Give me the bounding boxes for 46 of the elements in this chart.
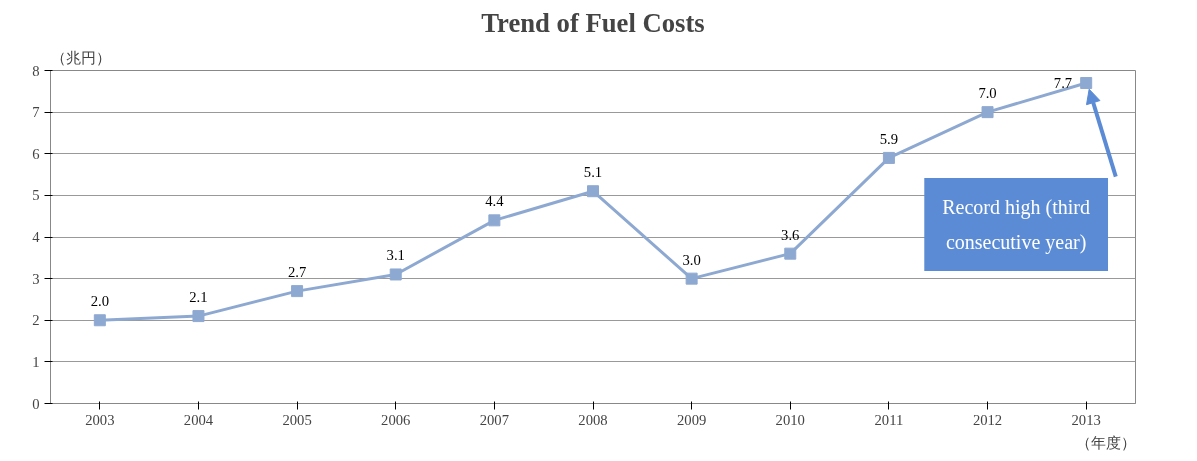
x-tick-label: 2004 xyxy=(183,411,214,428)
point xyxy=(981,106,994,119)
x-tick-label: 2011 xyxy=(874,411,904,428)
text: 2.7 xyxy=(287,264,307,281)
point xyxy=(1080,76,1093,89)
point xyxy=(784,247,797,260)
point xyxy=(192,310,205,323)
text: 3.6 xyxy=(781,226,800,243)
y-tick-label: 2 xyxy=(32,312,40,329)
text: 7.7 xyxy=(1053,74,1073,91)
y-tick-label: 3 xyxy=(32,270,40,287)
x-tick-label: 2007 xyxy=(479,411,510,428)
point xyxy=(93,314,106,327)
annotation: Record high (third consecutive year) xyxy=(942,195,1091,255)
text: 2.0 xyxy=(90,293,109,310)
x-tick-label: 2008 xyxy=(578,411,608,428)
point xyxy=(291,285,304,298)
x-tick-label: 2003 xyxy=(85,411,115,428)
y-tick-label: 5 xyxy=(32,187,40,204)
point xyxy=(587,185,599,198)
y-tick-label: 8 xyxy=(32,62,40,79)
point xyxy=(488,214,501,227)
x-tick-label: 2006 xyxy=(381,411,411,428)
y-tick-label: 1 xyxy=(32,353,40,370)
text: 3.0 xyxy=(682,251,701,268)
x-tick-label: 2009 xyxy=(676,411,707,428)
chart-title: Trend of Fuel Costs xyxy=(481,7,705,38)
text: 3.1 xyxy=(386,247,405,264)
x-axis-title: （年度） xyxy=(1075,434,1136,451)
text: 7.0 xyxy=(978,85,997,102)
text: 5.9 xyxy=(879,130,899,147)
text: 2.1 xyxy=(189,289,208,306)
point xyxy=(389,268,402,281)
x-tick-label: 2012 xyxy=(972,411,1003,428)
point xyxy=(882,151,895,164)
text: 4.4 xyxy=(485,193,504,210)
y-axis-title: （兆円） xyxy=(50,49,111,66)
x-tick-label: 2010 xyxy=(775,411,805,428)
point xyxy=(685,272,698,285)
y-tick-label: 6 xyxy=(32,145,40,162)
text: 5.1 xyxy=(583,164,603,181)
y-tick-label: 7 xyxy=(32,104,40,121)
y-tick-label: 4 xyxy=(32,229,41,245)
x-tick-label: 2013 xyxy=(1071,411,1101,428)
x-tick-label: 2005 xyxy=(282,411,312,428)
y-tick-label: 0 xyxy=(32,395,40,412)
